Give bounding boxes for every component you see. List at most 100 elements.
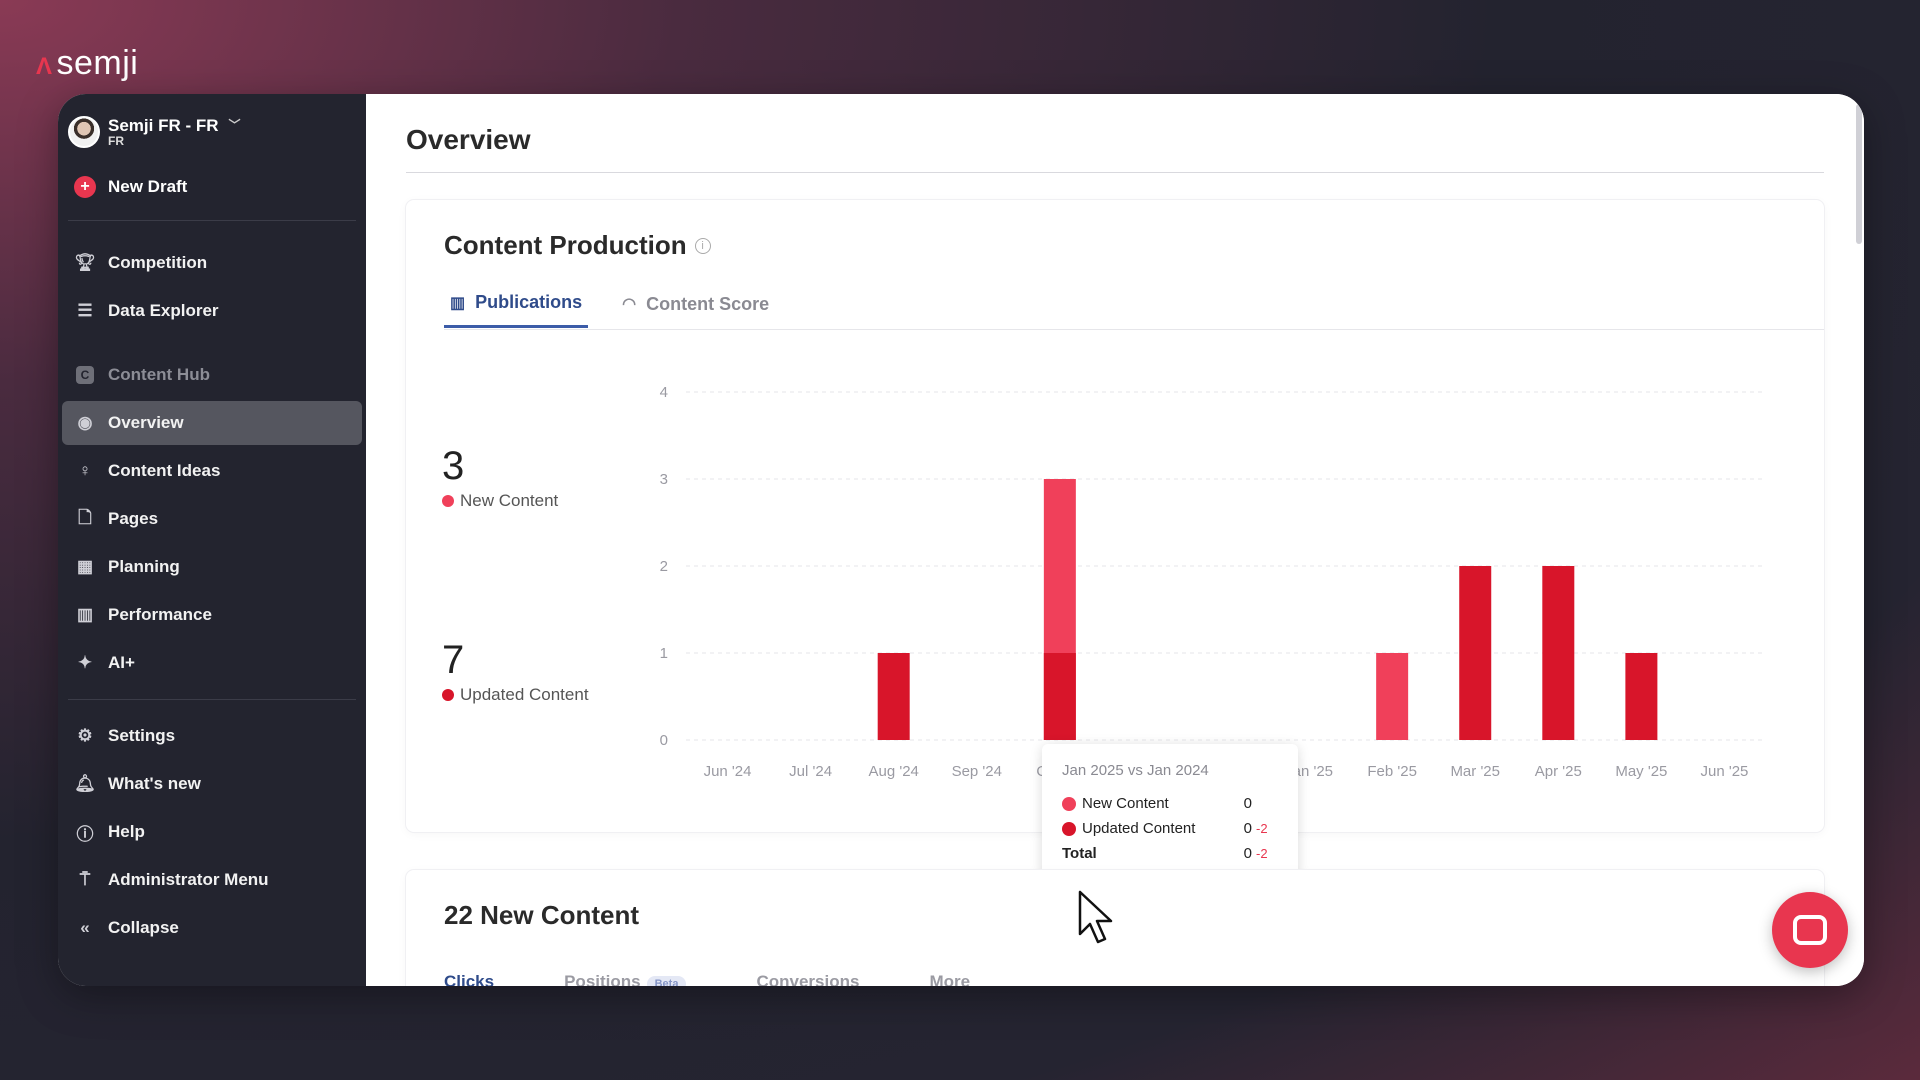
bar-new-content — [1376, 653, 1409, 740]
sidebar-item-whats-new[interactable]: 🔔︎ What's new — [62, 762, 362, 806]
tooltip-row-label: New Content — [1082, 795, 1169, 812]
scrollbar[interactable] — [1856, 104, 1862, 244]
workspace-name: Semji FR - FR — [108, 115, 219, 135]
sidebar-item-label: Help — [108, 822, 145, 841]
sidebar-item-content-ideas[interactable]: ♀ Content Ideas — [62, 449, 362, 493]
app-window: Semji FR - FR ﹀ FR + New Draft 🏆︎ Competi… — [58, 94, 1864, 986]
tooltip-row-diff: -2 — [1256, 821, 1268, 836]
beta-badge: Beta — [646, 976, 687, 986]
bar-updated-content — [1542, 566, 1575, 740]
chart-tooltip: Jan 2025 vs Jan 2024 New Content 0 Updat… — [1042, 744, 1298, 890]
mouse-cursor-icon — [1078, 890, 1113, 944]
sidebar-item-label: Administrator Menu — [108, 870, 269, 889]
tab-publications[interactable]: ▥ Publications — [444, 280, 589, 328]
stat-label: New Content — [460, 491, 559, 510]
admin-icon: ⍑ — [79, 870, 91, 889]
x-tick-label: Jul '24 — [789, 763, 832, 780]
page-title: Overview — [406, 124, 531, 155]
tab-conversions[interactable]: Conversions — [756, 972, 860, 986]
tab-label: Content Score — [646, 293, 770, 314]
sidebar-item-planning[interactable]: ▦ Planning — [62, 545, 362, 589]
tooltip-title: Jan 2025 vs Jan 2024 — [1062, 762, 1209, 779]
new-content-dot — [1062, 796, 1076, 811]
card-title-text: Content Production — [444, 230, 687, 260]
sidebar-item-data-explorer[interactable]: ☰ Data Explorer — [62, 289, 362, 333]
sidebar-item-label: AI+ — [108, 653, 135, 672]
semji-logo-icon: Λ — [36, 52, 53, 80]
sidebar-item-performance[interactable]: ▥ Performance — [62, 593, 362, 637]
chevron-down-icon: ﹀ — [228, 118, 241, 133]
bar-updated-content — [877, 653, 910, 740]
bar-updated-content — [1625, 653, 1658, 740]
tab-clicks[interactable]: Clicks — [444, 972, 495, 986]
tooltip-row-label: Total — [1062, 845, 1097, 862]
sidebar-item-label: Pages — [108, 509, 159, 528]
sidebar-item-pages[interactable]: 🗋︎ Pages — [62, 497, 362, 541]
x-tick-label: Jun '25 — [1701, 763, 1749, 780]
y-tick-label: 4 — [660, 384, 668, 401]
sidebar-item-overview[interactable]: ◉ Overview — [62, 401, 362, 445]
content-production-title: Content Production i — [444, 230, 711, 261]
new-content-title: 22 New Content — [444, 900, 640, 930]
x-tick-label: Sep '24 — [952, 763, 1002, 780]
sidebar-item-ai[interactable]: ✦ AI+ — [62, 641, 362, 685]
tab-label: Publications — [475, 292, 583, 312]
workspace-locale: FR — [108, 133, 124, 148]
stat-value: 3 — [442, 444, 465, 488]
title-divider — [406, 172, 1824, 173]
chat-button[interactable] — [1772, 892, 1848, 968]
sidebar-item-label: Data Explorer — [108, 301, 219, 320]
sparkle-icon: ✦ — [77, 653, 93, 672]
content-production-card: Content Production i ▥ Publications ◠ Co… — [406, 200, 1824, 890]
content-hub-icon: C — [76, 366, 94, 384]
new-draft-label: New Draft — [108, 177, 188, 196]
brand-name: semji — [56, 44, 139, 82]
trophy-icon: 🏆︎ — [74, 253, 96, 272]
sidebar-item-administrator-menu[interactable]: ⍑ Administrator Menu — [62, 858, 362, 902]
new-draft-button[interactable]: + New Draft — [62, 172, 362, 202]
updated-content-dot — [442, 689, 454, 701]
gear-icon: ⚙ — [77, 726, 93, 745]
updated-content-dot — [1062, 821, 1076, 836]
stat-updated-content: 7 Updated Content — [442, 638, 589, 705]
tab-more[interactable]: More — [929, 972, 971, 986]
sidebar-divider — [68, 220, 356, 221]
x-tick-label: Aug '24 — [868, 763, 918, 780]
sidebar-item-help[interactable]: ⓘ Help — [62, 810, 362, 854]
x-tick-label: Apr '25 — [1535, 763, 1582, 780]
workspace-switcher[interactable]: Semji FR - FR ﹀ FR — [62, 114, 362, 150]
x-tick-label: Mar '25 — [1450, 763, 1500, 780]
y-tick-label: 1 — [660, 645, 668, 662]
tooltip-row-value: 0 — [1243, 820, 1252, 837]
bar-updated-content — [1043, 653, 1076, 740]
collapse-icon: « — [80, 918, 90, 937]
stat-value: 7 — [442, 638, 465, 682]
sidebar-item-label: Collapse — [108, 918, 179, 937]
calendar-icon: ▦ — [76, 557, 94, 576]
plus-icon: + — [74, 176, 96, 198]
eye-icon: ◉ — [77, 413, 93, 432]
sidebar-item-settings[interactable]: ⚙ Settings — [62, 714, 362, 758]
bar-chart-icon: ▥ — [450, 294, 466, 312]
tooltip-row: New Content 0 — [1062, 791, 1278, 816]
tab-positions[interactable]: Positions Beta — [564, 972, 687, 986]
sidebar-item-competition[interactable]: 🏆︎ Competition — [62, 241, 362, 285]
bar-updated-content — [1459, 566, 1492, 740]
tooltip-row-value: 0 — [1243, 795, 1252, 812]
info-icon[interactable]: i — [694, 237, 711, 254]
new-content-dot — [442, 495, 454, 507]
x-tick-label: Feb '25 — [1367, 763, 1417, 780]
sidebar-item-label: Planning — [108, 557, 180, 576]
sidebar-item-collapse[interactable]: « Collapse — [62, 906, 362, 950]
y-tick-label: 3 — [660, 471, 668, 488]
stat-new-content: 3 New Content — [442, 444, 558, 511]
sidebar-divider — [68, 699, 356, 700]
tab-label: Positions — [564, 972, 641, 986]
page-icon: 🗋︎ — [78, 507, 92, 527]
stat-label: Updated Content — [460, 685, 589, 704]
tab-content-score[interactable]: ◠ Content Score — [616, 280, 775, 328]
new-content-tabs: Clicks Positions Beta Conversions More — [444, 972, 970, 986]
sidebar-item-label: Competition — [108, 253, 208, 272]
gauge-icon: ◠ — [622, 296, 637, 313]
